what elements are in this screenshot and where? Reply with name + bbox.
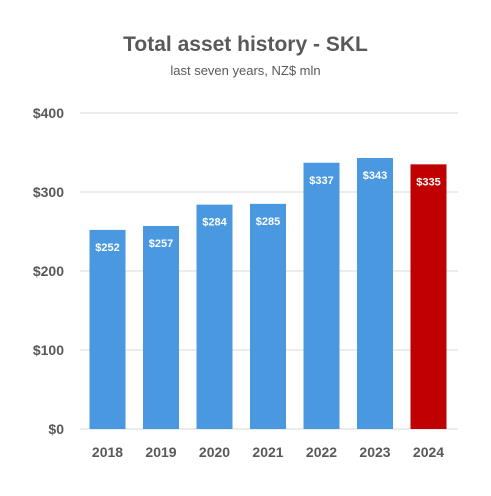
bar — [410, 164, 447, 429]
x-tick-label: 2019 — [145, 444, 176, 460]
bar — [303, 162, 340, 429]
y-tick-label: $100 — [33, 342, 64, 358]
bars — [89, 158, 447, 429]
data-label: $284 — [202, 217, 227, 229]
bar — [357, 158, 393, 429]
data-labels: $252 $257 $284 $285 $337 $343 $335 — [95, 170, 440, 254]
y-axis: $0 $100 $200 $300 $400 — [33, 105, 64, 437]
y-tick-label: $300 — [33, 184, 64, 200]
bar — [89, 229, 126, 429]
y-tick-label: $400 — [33, 105, 64, 121]
x-tick-label: 2021 — [252, 444, 283, 460]
bar — [250, 203, 286, 429]
data-label: $252 — [95, 242, 119, 254]
y-tick-label: $200 — [33, 263, 64, 279]
x-tick-label: 2020 — [199, 444, 230, 460]
y-tick-label: $0 — [48, 421, 64, 437]
chart-subtitle: last seven years, NZ$ mln — [170, 63, 321, 78]
x-tick-label: 2024 — [413, 444, 444, 460]
x-axis: 2018 2019 2020 2021 2022 2023 2024 — [92, 444, 444, 460]
x-tick-label: 2022 — [306, 444, 337, 460]
data-label: $343 — [363, 170, 387, 182]
bar — [196, 204, 233, 429]
data-label: $285 — [256, 216, 280, 228]
data-label: $337 — [309, 175, 333, 187]
data-label: $257 — [149, 238, 173, 250]
x-tick-label: 2023 — [359, 444, 390, 460]
bar — [143, 225, 179, 429]
chart-title: Total asset history - SKL — [123, 33, 368, 56]
x-tick-label: 2018 — [92, 444, 123, 460]
data-label: $335 — [416, 176, 440, 188]
